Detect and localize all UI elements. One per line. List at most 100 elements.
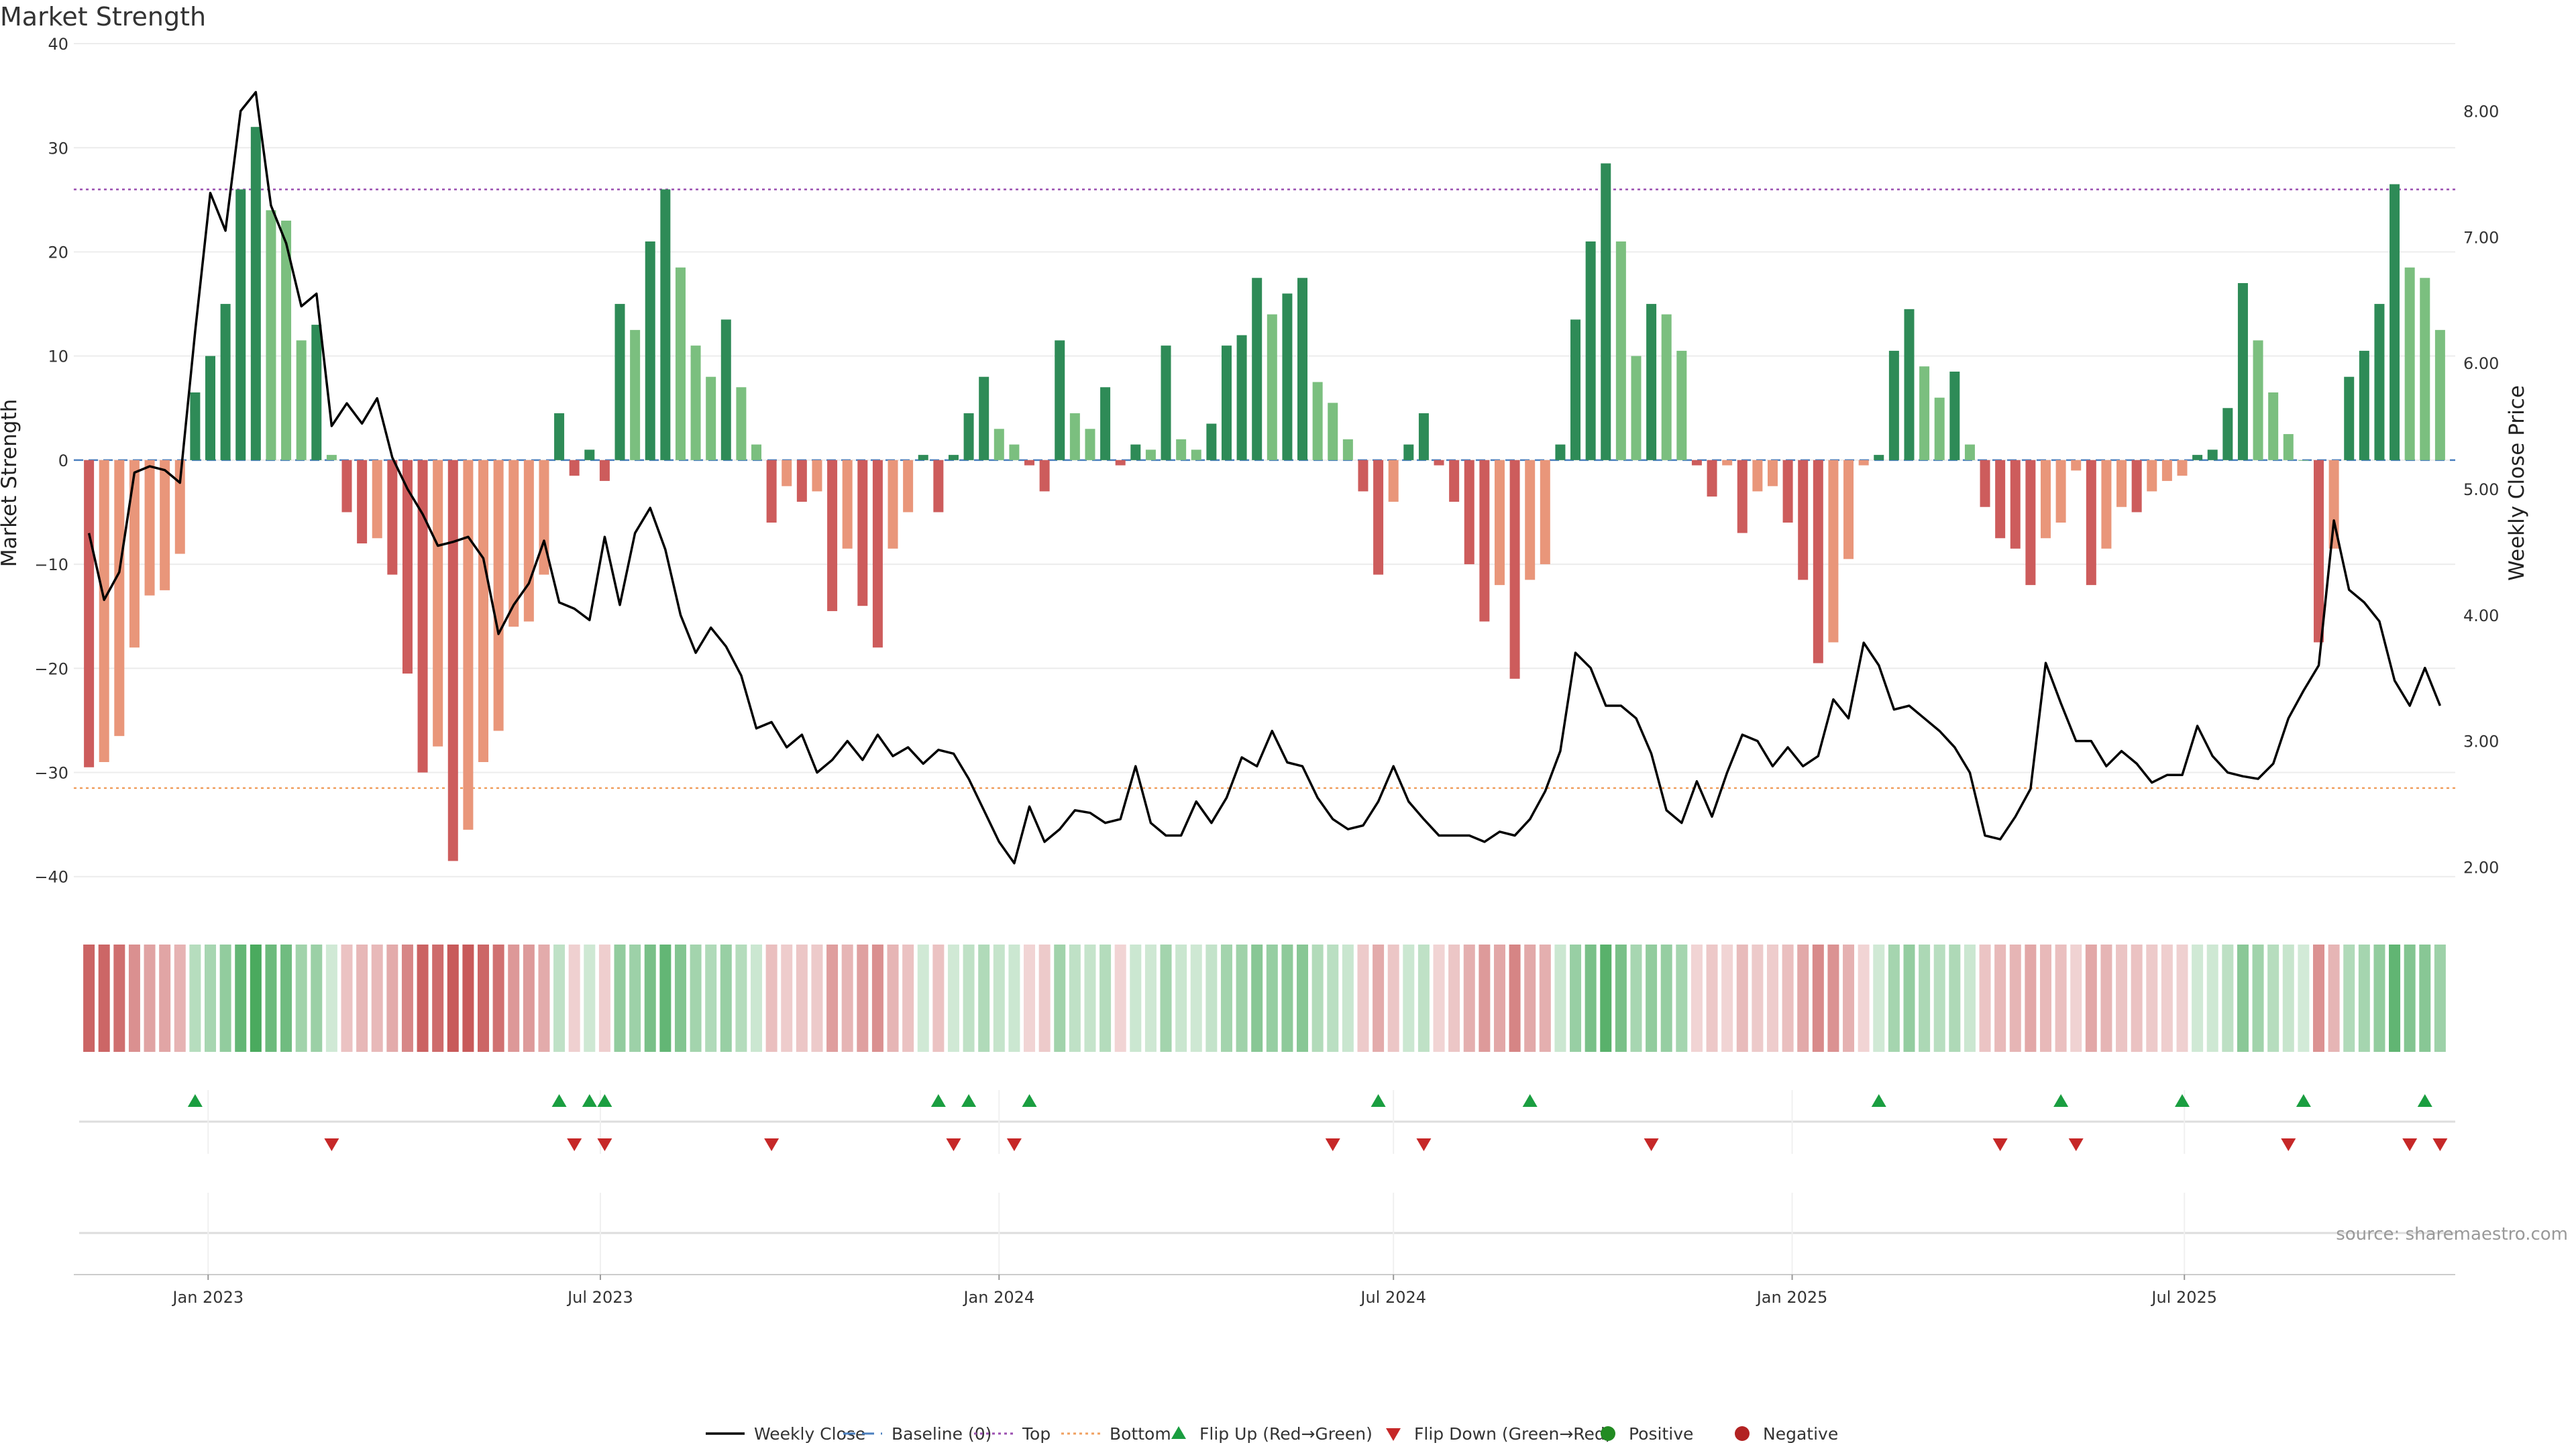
strength-bar xyxy=(1009,444,1020,460)
heat-cell xyxy=(159,945,171,1052)
strength-bar xyxy=(296,340,307,460)
heat-cell xyxy=(1236,945,1248,1052)
strength-heat-strip xyxy=(83,945,2446,1052)
strength-bar xyxy=(1191,449,1201,460)
strength-bar xyxy=(144,460,155,596)
heat-cell xyxy=(371,945,383,1052)
legend-item: Negative xyxy=(1735,1424,1838,1444)
heat-cell xyxy=(2358,945,2370,1052)
strength-bar xyxy=(508,460,519,627)
heat-cell xyxy=(1736,945,1748,1052)
strength-bar xyxy=(1267,314,1277,460)
heat-cell xyxy=(1600,945,1612,1052)
strength-bar xyxy=(1631,356,1642,460)
heat-cell xyxy=(401,945,413,1052)
strength-bar xyxy=(1449,460,1460,502)
heat-cell xyxy=(2404,945,2416,1052)
strength-bar xyxy=(402,460,413,674)
strength-bar xyxy=(2025,460,2036,586)
legend-label: Flip Up (Red→Green) xyxy=(1199,1424,1373,1444)
strength-bar xyxy=(2404,267,2415,460)
strength-bar xyxy=(979,376,989,460)
strength-bar xyxy=(1115,460,1126,466)
heat-cell xyxy=(2434,945,2446,1052)
strength-bar xyxy=(994,429,1004,460)
strength-bar xyxy=(114,460,125,737)
right-tick-label: 8.00 xyxy=(2463,102,2499,121)
strength-bar xyxy=(2147,460,2157,492)
strength-bar xyxy=(311,325,322,460)
heat-cell xyxy=(174,945,186,1052)
strength-bar xyxy=(1782,460,1793,523)
left-tick-label: −20 xyxy=(34,659,68,678)
strength-bar xyxy=(2177,460,2188,476)
strength-bar xyxy=(1646,304,1657,460)
flip-down-marker xyxy=(2402,1138,2418,1151)
heat-cell xyxy=(1858,945,1870,1052)
heat-cell xyxy=(1311,945,1324,1052)
strength-bar xyxy=(660,189,671,460)
heat-cell xyxy=(2161,945,2173,1052)
strength-bar xyxy=(2086,460,2096,586)
chart-title: Market Strength xyxy=(0,2,206,32)
heat-cell xyxy=(265,945,277,1052)
heat-cell xyxy=(629,945,641,1052)
strength-bar xyxy=(1585,241,1596,460)
strength-bar xyxy=(1100,387,1111,460)
strength-bar xyxy=(1479,460,1490,622)
heat-cell xyxy=(144,945,156,1052)
strength-bar xyxy=(2010,460,2021,549)
heat-cell xyxy=(250,945,262,1052)
strength-bar xyxy=(1843,460,1854,559)
right-tick-label: 4.00 xyxy=(2463,606,2499,625)
strength-bar xyxy=(2253,340,2263,460)
strength-bar xyxy=(1418,413,1429,460)
flip-down-marker xyxy=(2068,1138,2084,1151)
heat-cell xyxy=(1190,945,1202,1052)
strength-bar xyxy=(250,127,261,460)
strength-bar xyxy=(933,460,944,513)
strength-bars xyxy=(84,127,2445,861)
strength-bar xyxy=(766,460,777,523)
strength-bar xyxy=(2116,460,2127,507)
heat-cell xyxy=(2282,945,2294,1052)
source-note: source: sharemaestro.com xyxy=(2336,1224,2568,1244)
strength-bar xyxy=(1964,444,1975,460)
heat-cell xyxy=(1919,945,1931,1052)
strength-bar xyxy=(1039,460,1050,492)
heat-cell xyxy=(1327,945,1339,1052)
strength-bar xyxy=(174,460,185,554)
heat-cell xyxy=(2192,945,2204,1052)
flip-markers-panel xyxy=(79,1090,2455,1275)
flip-up-marker xyxy=(1022,1094,1037,1107)
strength-bar xyxy=(2344,376,2355,460)
heat-cell xyxy=(235,945,247,1052)
flip-up-marker xyxy=(930,1094,946,1107)
strength-bar xyxy=(2328,460,2339,549)
heat-cell xyxy=(1417,945,1430,1052)
legend-swatch-dot xyxy=(1601,1426,1615,1441)
heat-cell xyxy=(1114,945,1126,1052)
weekly-close-line xyxy=(87,91,2442,865)
heat-cell xyxy=(674,945,686,1052)
strength-bar xyxy=(235,189,246,460)
heat-cell xyxy=(1448,945,1460,1052)
heat-cell xyxy=(2312,945,2324,1052)
heat-cell xyxy=(523,945,535,1052)
strength-bar xyxy=(2434,329,2445,460)
strength-bar xyxy=(2101,460,2112,549)
right-tick-label: 3.00 xyxy=(2463,733,2499,751)
strength-bar xyxy=(2192,455,2203,460)
heat-cell xyxy=(2206,945,2218,1052)
heat-cell xyxy=(735,945,747,1052)
x-tick-label: Jan 2023 xyxy=(171,1288,244,1307)
heat-cell xyxy=(598,945,610,1052)
legend-item: Weekly Close xyxy=(706,1424,865,1444)
heat-cell xyxy=(2389,945,2401,1052)
strength-bar xyxy=(1661,314,1672,460)
strength-bar xyxy=(1024,460,1035,466)
strength-bar xyxy=(281,220,292,460)
heat-cell xyxy=(1843,945,1855,1052)
flip-down-marker xyxy=(1325,1138,1340,1151)
strength-bar xyxy=(1874,455,1884,460)
